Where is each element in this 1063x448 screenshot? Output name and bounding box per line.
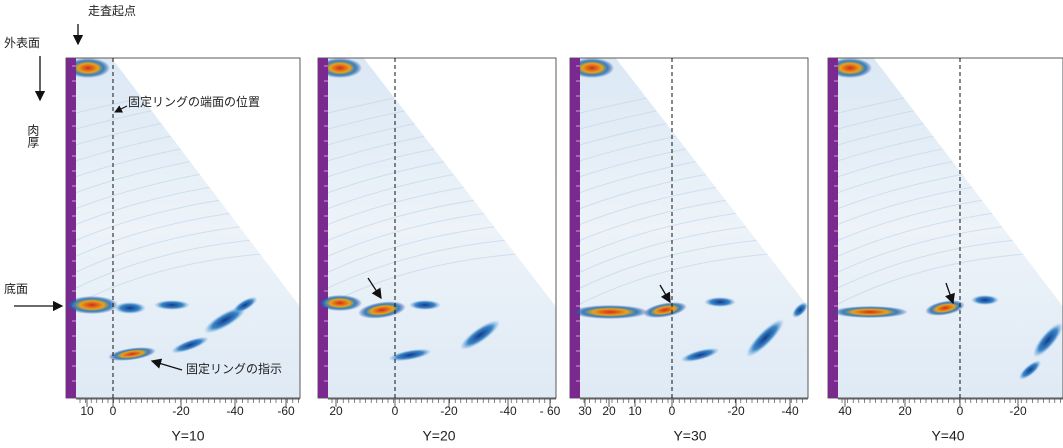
tick-label: 0 (957, 404, 964, 418)
tick-label: -60 (277, 404, 295, 418)
indication (66, 296, 118, 314)
echo-ring (575, 237, 785, 291)
indication (1032, 322, 1063, 358)
indication (318, 295, 362, 311)
tick-label: -20 (440, 404, 458, 418)
echo-ring (71, 237, 277, 291)
indication (1018, 360, 1042, 380)
indication (203, 306, 247, 334)
panel-caption: Y=30 (673, 428, 706, 444)
panel: 10 0 -20 -40 -60 Y=10 (65, 57, 301, 444)
outer-surface-label: 外表面 (4, 36, 40, 50)
echo-ring (71, 252, 277, 307)
tick-label: 10 (80, 404, 94, 418)
surface-echo (318, 58, 362, 78)
tick-label: -40 (226, 404, 244, 418)
echo-ring (833, 237, 1040, 291)
panel-caption: Y=10 (171, 428, 204, 444)
indication (832, 306, 908, 318)
tick-label: 20 (329, 404, 343, 418)
tick-label: 30 (578, 404, 592, 418)
indication (643, 302, 687, 318)
indication (409, 300, 441, 310)
indication (572, 305, 648, 319)
tick-label: 20 (898, 404, 912, 418)
tick-label: 0 (669, 404, 676, 418)
arrow (367, 277, 382, 300)
tick-label: -40 (499, 404, 517, 418)
echo-ring (323, 237, 533, 291)
indication (792, 302, 808, 318)
surface-echo (828, 58, 872, 78)
scan-start-label: 走査起点 (88, 4, 136, 18)
arrow (945, 282, 955, 305)
arrow (114, 105, 128, 113)
tick-label: -20 (1009, 404, 1027, 418)
indication (704, 297, 736, 307)
indication (114, 302, 146, 314)
panel-caption: Y=40 (931, 428, 964, 444)
indication (459, 320, 501, 350)
depth-scale (570, 58, 580, 398)
tick-label: 20 (602, 404, 616, 418)
unscanned-area (364, 58, 556, 306)
ring-indication-label: 固定リングの指示 (186, 361, 282, 376)
tick-label: 40 (838, 404, 852, 418)
indication (680, 347, 720, 363)
depth-scale (828, 58, 838, 398)
panel: 20 0 -20 -40 - 60 Y=20 (317, 57, 561, 444)
unscanned-area (112, 58, 300, 306)
indication (745, 318, 785, 358)
panel: 40 20 0 -20 Y=40 (827, 57, 1063, 444)
tick-label: -20 (172, 404, 190, 418)
surface-echo (66, 58, 110, 78)
arrow (150, 358, 183, 371)
indication (388, 348, 432, 362)
indication (108, 347, 156, 361)
tick-label: 10 (628, 404, 642, 418)
unscanned-area (616, 58, 808, 306)
echo-ring (833, 252, 1040, 307)
bottom-surface-label: 底面 (4, 281, 28, 296)
indication (154, 300, 190, 310)
depth-scale (66, 58, 76, 398)
wall-thickness-label: 肉厚 (26, 124, 40, 148)
indication (971, 295, 999, 305)
unscanned-area (874, 58, 1063, 306)
tick-label: - 60 (540, 404, 561, 418)
echo-ring (575, 252, 785, 307)
tick-label: 0 (110, 404, 117, 418)
depth-scale (318, 58, 328, 398)
indication (232, 296, 258, 314)
arrow (659, 284, 671, 304)
indication (358, 301, 406, 319)
surface-echo (570, 58, 614, 78)
tick-label: -20 (727, 404, 745, 418)
tick-label: -40 (781, 404, 799, 418)
ring-end-label: 固定リングの端面の位置 (128, 94, 260, 109)
panel-caption: Y=20 (422, 428, 455, 444)
panel: 30 20 10 0 -20 -40 Y=30 (569, 57, 809, 444)
indication (171, 336, 209, 354)
tick-label: 0 (392, 404, 399, 418)
